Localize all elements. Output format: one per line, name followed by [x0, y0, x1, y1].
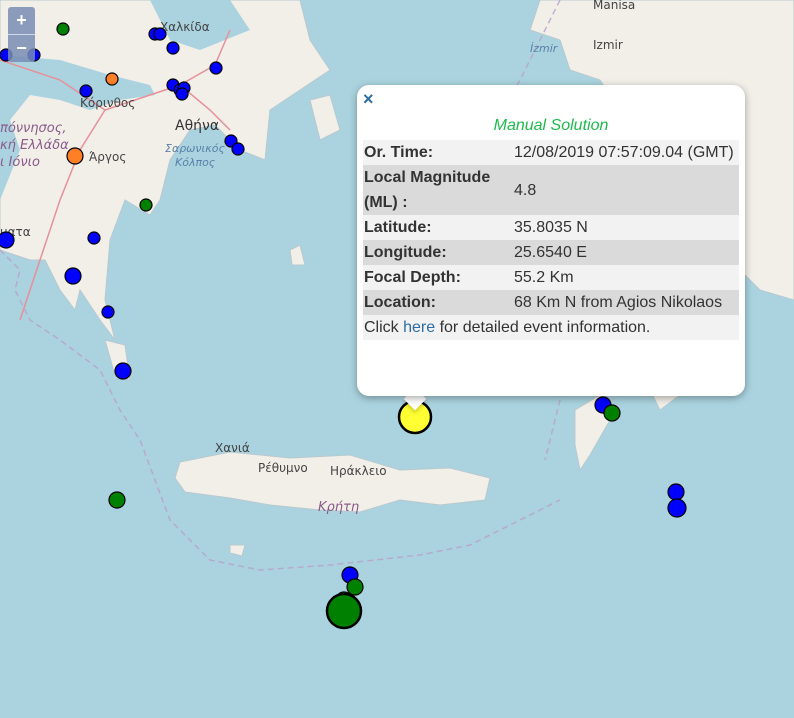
row-origin-time: Or. Time: 12/08/2019 07:57:09.04 (GMT) [363, 140, 739, 165]
blue-earthquake-marker[interactable] [667, 498, 687, 518]
label-athina: Αθήνα [175, 118, 219, 134]
label-saronikos-2: Κόλπος [175, 156, 216, 169]
blue-earthquake-marker[interactable] [166, 41, 180, 55]
green-earthquake-marker[interactable] [56, 22, 70, 36]
details-link[interactable]: here [403, 319, 436, 336]
label-kriti: Κρήτη [318, 500, 359, 515]
value: 12/08/2019 07:57:09.04 (GMT) [514, 144, 734, 161]
blue-earthquake-marker[interactable] [209, 61, 223, 75]
popup-title: Manual Solution [493, 117, 609, 134]
label-region-1: πόννησος, [0, 121, 67, 136]
row-magnitude: Local Magnitude (ML) : 4.8 [363, 165, 739, 215]
row-footer: Click here for detailed event informatio… [363, 315, 739, 340]
value: 25.6540 E [514, 244, 587, 261]
label: Location: [364, 294, 436, 311]
green-earthquake-marker[interactable] [325, 592, 363, 630]
green-earthquake-marker[interactable] [346, 578, 364, 596]
label-region-2: κή Ελλάδα [0, 138, 69, 153]
zoom-out-button[interactable]: − [8, 34, 35, 62]
label-irakleio: Ηράκλειο [330, 464, 387, 478]
label-argos: Άργος [89, 150, 126, 164]
zoom-in-button[interactable]: + [16, 10, 27, 30]
row-latitude: Latitude: 35.8035 N [363, 215, 739, 240]
close-icon[interactable]: × [363, 89, 374, 109]
blue-earthquake-marker[interactable] [175, 87, 189, 101]
label-izmir-gulf: İzmir [530, 42, 559, 55]
blue-earthquake-marker[interactable] [87, 231, 101, 245]
blue-earthquake-marker[interactable] [231, 142, 245, 156]
green-earthquake-marker[interactable] [139, 198, 153, 212]
zoom-controls: + − [8, 7, 35, 62]
label-manisa: Manisa [593, 0, 635, 12]
orange-earthquake-marker[interactable] [105, 72, 119, 86]
blue-earthquake-marker[interactable] [0, 231, 15, 249]
blue-earthquake-marker[interactable] [667, 483, 685, 501]
map-labels: Χαλκίδα Κόρινθος Αθήνα Σαρωνικός Κόλπος … [0, 0, 635, 515]
green-earthquake-marker[interactable] [108, 491, 126, 509]
label: Or. Time: [364, 144, 434, 161]
label-korinthos: Κόρινθος [80, 96, 135, 110]
label: Longitude: [364, 244, 447, 261]
label: Focal Depth: [364, 269, 461, 286]
event-popup: × Manual Solution Or. Time: 12/08/2019 07… [357, 85, 745, 396]
footer-text-2: for detailed event information. [435, 319, 651, 336]
value: 68 Km N from Agios Nikolaos [514, 294, 723, 311]
blue-earthquake-marker[interactable] [101, 305, 115, 319]
footer-text: Click [364, 319, 404, 336]
row-depth: Focal Depth: 55.2 Km [363, 265, 739, 290]
value: 55.2 Km [514, 269, 574, 286]
value: 35.8035 N [514, 219, 588, 236]
blue-earthquake-marker[interactable] [153, 27, 167, 41]
label: Latitude: [364, 219, 432, 236]
label-chania: Χανιά [215, 441, 250, 455]
value: 4.8 [514, 181, 537, 199]
label: Local Magnitude (ML) : [364, 169, 491, 211]
label-region-3: ι Ιόνιο [0, 155, 40, 170]
blue-earthquake-marker[interactable] [79, 84, 93, 98]
orange-earthquake-marker[interactable] [66, 147, 84, 165]
blue-earthquake-marker[interactable] [64, 267, 82, 285]
row-location: Location: 68 Km N from Agios Nikolaos [363, 290, 739, 315]
label-rethymno: Ρέθυμνο [258, 461, 308, 475]
roads [0, 29, 231, 321]
event-details-table: Or. Time: 12/08/2019 07:57:09.04 (GMT) Lo… [363, 140, 739, 340]
label-izmir: Izmir [593, 38, 623, 52]
green-earthquake-marker[interactable] [603, 404, 621, 422]
label-chalkida: Χαλκίδα [160, 20, 210, 34]
label-saronikos: Σαρωνικός [165, 142, 225, 155]
row-longitude: Longitude: 25.6540 E [363, 240, 739, 265]
blue-earthquake-marker[interactable] [114, 362, 132, 380]
